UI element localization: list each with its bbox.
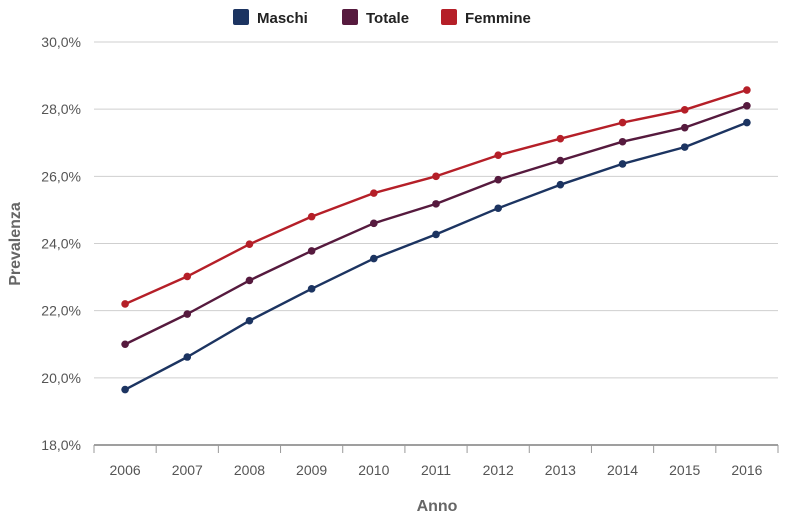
data-point-maschi	[121, 385, 129, 394]
y-tick-label: 20,0%	[41, 370, 81, 386]
data-point-femmine	[618, 118, 627, 127]
series-group	[121, 86, 751, 394]
data-point-totale	[183, 310, 192, 318]
data-point-totale	[307, 247, 316, 255]
data-point-maschi	[556, 180, 565, 189]
x-tick-label: 2009	[296, 462, 327, 478]
data-point-femmine	[121, 300, 129, 308]
data-point-totale	[556, 156, 565, 165]
data-point-totale	[370, 219, 378, 228]
y-tick-label: 22,0%	[41, 303, 81, 319]
y-tick-label: 30,0%	[41, 34, 81, 50]
data-point-femmine	[245, 240, 254, 248]
y-tick-label: 24,0%	[41, 236, 81, 252]
legend-label-femmine: Femmine	[465, 10, 531, 27]
data-point-maschi	[245, 316, 254, 325]
x-tick-label: 2006	[110, 462, 141, 478]
data-point-totale	[121, 340, 129, 349]
data-point-femmine	[307, 212, 316, 221]
x-tick-label: 2016	[731, 462, 762, 478]
legend: Maschi Totale Femmine	[233, 9, 531, 27]
legend-swatch-totale	[342, 9, 358, 25]
data-point-femmine	[183, 272, 192, 281]
data-point-totale	[494, 175, 502, 184]
x-tick-label: 2011	[421, 462, 451, 478]
legend-label-totale: Totale	[366, 10, 409, 27]
x-tick-label: 2012	[483, 462, 514, 478]
y-tick-label: 26,0%	[41, 168, 81, 184]
data-point-maschi	[494, 204, 502, 213]
legend-swatch-femmine	[441, 9, 457, 25]
data-point-femmine	[370, 189, 378, 197]
legend-swatch-maschi	[233, 9, 249, 25]
y-axis: 18,0% 20,0% 22,0% 24,0% 26,0% 28,0% 30,0%	[41, 34, 81, 453]
data-point-maschi	[307, 285, 316, 293]
data-point-totale	[245, 276, 254, 285]
data-point-totale	[743, 102, 751, 110]
data-point-femmine	[432, 172, 440, 181]
data-point-maschi	[183, 353, 192, 361]
x-tick-label: 2015	[669, 462, 700, 478]
data-point-femmine	[556, 134, 565, 143]
y-axis-title: Prevalenza	[7, 202, 24, 286]
x-tick-label: 2008	[234, 462, 265, 478]
data-point-maschi	[370, 254, 378, 263]
gridlines	[94, 41, 778, 446]
data-point-maschi	[432, 230, 440, 239]
series-line-totale	[124, 104, 748, 346]
series-line-maschi	[124, 121, 748, 391]
x-tick-label: 2007	[172, 462, 203, 478]
data-point-maschi	[743, 118, 751, 127]
x-axis-title: Anno	[417, 498, 458, 515]
data-point-femmine	[494, 151, 502, 159]
series-line-femmine	[124, 88, 748, 306]
y-tick-label: 18,0%	[41, 437, 81, 453]
data-point-femmine	[743, 86, 751, 94]
x-tick-label: 2013	[545, 462, 576, 478]
x-axis: 2006 2007 2008 2009 2010 2011 2012 2013 2014 2015…	[93, 445, 779, 478]
x-tick-label: 2014	[607, 462, 638, 478]
legend-label-maschi: Maschi	[257, 10, 308, 27]
data-point-totale	[680, 123, 689, 132]
data-point-totale	[618, 137, 627, 146]
data-point-femmine	[680, 106, 689, 114]
y-tick-label: 28,0%	[41, 101, 81, 117]
data-point-totale	[432, 200, 440, 208]
data-point-maschi	[680, 143, 689, 151]
x-tick-label: 2010	[358, 462, 389, 478]
data-point-maschi	[618, 160, 627, 168]
